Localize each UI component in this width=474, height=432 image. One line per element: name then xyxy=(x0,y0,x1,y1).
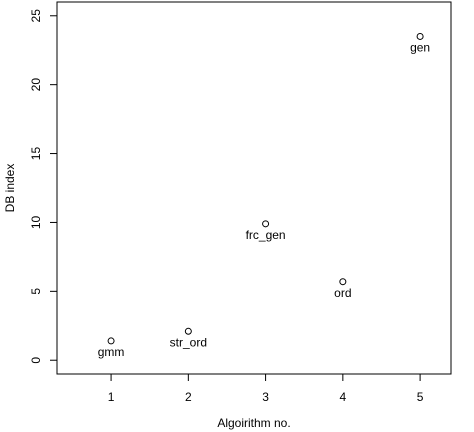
x-tick-label: 5 xyxy=(417,390,424,404)
point-label: frc_gen xyxy=(246,228,286,242)
y-axis-label: DB index xyxy=(3,164,17,213)
plot-frame xyxy=(56,1,452,375)
y-tick-label: 15 xyxy=(29,147,43,161)
y-tick-label: 25 xyxy=(29,9,43,23)
point-label: ord xyxy=(334,286,351,300)
point xyxy=(339,278,347,286)
point-label: str_ord xyxy=(170,335,207,349)
point-label: gmm xyxy=(98,345,125,359)
x-tick-label: 2 xyxy=(185,390,192,404)
y-tick-label: 0 xyxy=(29,357,43,364)
y-tick-label: 10 xyxy=(29,215,43,229)
point-label: gen xyxy=(410,41,430,55)
y-tick-label: 20 xyxy=(29,78,43,92)
x-tick-label: 1 xyxy=(108,390,115,404)
point xyxy=(184,327,192,335)
point xyxy=(107,337,115,345)
x-tick-label: 3 xyxy=(262,390,269,404)
y-tick-label: 5 xyxy=(29,288,43,295)
point xyxy=(416,32,424,40)
point xyxy=(262,220,270,228)
x-axis-label: Algoirithm no. xyxy=(217,416,290,430)
x-tick-label: 4 xyxy=(339,390,346,404)
